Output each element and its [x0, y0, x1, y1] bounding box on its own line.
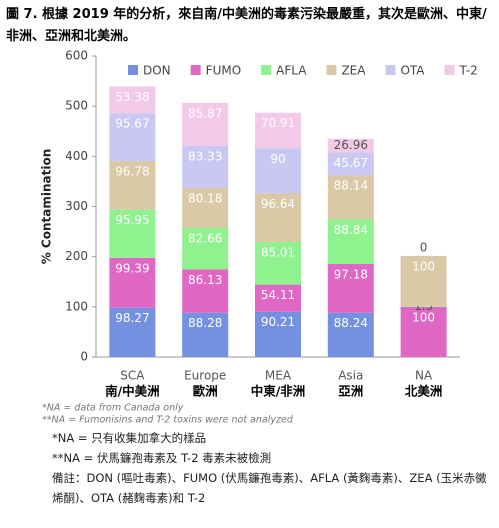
y-tick-label: 200 — [65, 249, 88, 263]
legend-label: OTA — [400, 64, 425, 78]
bar-segment — [400, 255, 447, 307]
note: *NA = 只有收集加拿大的樣品 — [52, 431, 207, 445]
value-label: 100 — [412, 310, 435, 324]
x-tick-label-zh: 北美洲 — [405, 384, 443, 399]
y-tick-label: 300 — [65, 199, 88, 213]
bar-segment — [327, 138, 374, 153]
value-label: 86.13 — [188, 273, 222, 287]
x-tick-label-zh: 歐洲 — [193, 384, 218, 399]
value-label: 90 — [270, 152, 285, 166]
value-label: 54.11 — [261, 288, 295, 302]
bar-segment — [109, 86, 156, 114]
legend-label: DON — [143, 64, 171, 78]
value-label: 45.67 — [334, 156, 368, 170]
bar-segment — [255, 241, 301, 285]
value-label: 96.78 — [115, 165, 149, 179]
value-label: 82.66 — [188, 232, 222, 246]
value-label: 85.01 — [261, 245, 295, 259]
bar-segment — [327, 312, 374, 357]
y-tick-label: 100 — [65, 299, 88, 313]
value-label: 97.18 — [334, 267, 368, 281]
bar-segment — [400, 306, 447, 307]
bar-segment — [182, 312, 229, 357]
bar-segment — [182, 102, 229, 147]
value-label: 98.27 — [115, 311, 149, 325]
value-label: 99.39 — [115, 261, 149, 275]
x-tick-label-zh: 南/中美洲 — [105, 384, 160, 399]
value-label: 95.67 — [115, 117, 149, 131]
bar-segment — [109, 209, 156, 258]
value-label: 88.28 — [188, 316, 222, 330]
legend-label: AFLA — [276, 64, 307, 78]
x-tick-label: MEA — [265, 369, 292, 383]
bar-segment — [327, 175, 374, 220]
bar-segment — [182, 187, 229, 229]
value-label: 53.38 — [115, 90, 149, 104]
legend-swatch — [190, 65, 201, 75]
x-tick-label: Europe — [184, 369, 226, 383]
legend-swatch — [326, 65, 337, 75]
bar-segment — [109, 257, 156, 308]
legend-swatch — [444, 65, 455, 75]
legend-label: FUMO — [206, 64, 241, 78]
bar-segment — [255, 148, 301, 194]
bar-segment — [327, 152, 374, 176]
x-tick-label-zh: 亞洲 — [338, 384, 363, 399]
legend-label: T-2 — [459, 64, 478, 78]
value-label: 0 — [420, 240, 428, 254]
notes-zh: *NA = 只有收集加拿大的樣品 **NA = 伏馬鐮孢毒素及 T-2 毒素未被… — [52, 428, 492, 508]
value-label: 96.64 — [261, 197, 295, 211]
value-label: 70.91 — [261, 116, 295, 130]
note-en: **NA = Fumonisins and T-2 toxins were no… — [42, 415, 294, 426]
value-label: 90.21 — [261, 315, 295, 329]
note-en: *NA = data from Canada only — [42, 403, 184, 414]
y-axis-label: % Contamination — [40, 149, 54, 265]
bar-segment — [327, 219, 374, 264]
legend-swatch — [385, 65, 396, 75]
y-tick-label: 500 — [65, 99, 88, 113]
bar-segment — [109, 113, 156, 162]
y-tick-label: 600 — [65, 49, 88, 63]
value-label: 80.18 — [188, 191, 222, 205]
value-label: 100 — [412, 259, 435, 273]
x-tick-label: SCA — [120, 369, 145, 383]
bar-segment — [327, 263, 374, 313]
note: 備註：DON (嘔吐毒素)、FUMO (伏馬鐮孢毒素)、AFLA (黃麴毒素)、… — [52, 471, 487, 505]
bar-segment — [182, 146, 229, 188]
y-tick-label: 0 — [80, 350, 88, 364]
bar-segment — [255, 193, 301, 242]
legend-swatch — [128, 65, 138, 75]
bar-segment — [182, 228, 229, 270]
chart-title: 圖 7. 根據 2019 年的分析，來自南/中美洲的毒素污染最嚴重，其次是歐洲、… — [6, 7, 487, 44]
value-label: 88.84 — [334, 223, 368, 237]
legend-label: ZEA — [341, 64, 366, 78]
bar-segment — [255, 311, 301, 357]
bar-segment — [255, 112, 301, 149]
x-tick-label-zh: 中東/非洲 — [251, 384, 306, 399]
x-tick-label: Asia — [338, 369, 363, 383]
y-tick-label: 400 — [65, 149, 88, 163]
bar-segment — [109, 307, 156, 357]
note: **NA = 伏馬鐮孢毒素及 T-2 毒素未被檢測 — [52, 451, 272, 465]
value-label: 88.14 — [334, 179, 368, 193]
value-label: 88.24 — [334, 316, 368, 330]
value-label: 83.33 — [188, 150, 222, 164]
bar-segment — [109, 161, 156, 210]
value-label: 26.96 — [334, 138, 368, 152]
legend-swatch — [261, 65, 272, 75]
value-label: 85.87 — [188, 106, 222, 120]
bar-segment — [255, 284, 301, 312]
bar-segment — [400, 306, 447, 357]
x-tick-label: NA — [415, 369, 433, 383]
value-label: 95.95 — [115, 213, 149, 227]
bar-segment — [182, 269, 229, 313]
